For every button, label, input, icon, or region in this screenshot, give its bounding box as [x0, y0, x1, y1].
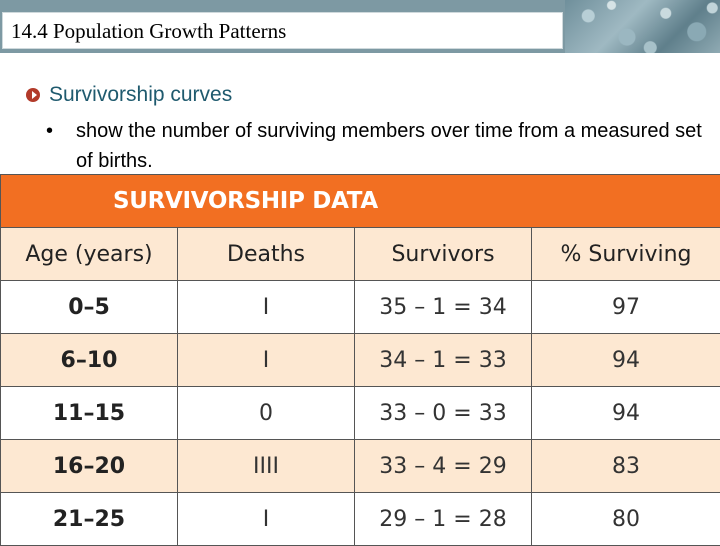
table-row: 16–20 IIII 33 – 4 = 29 83: [1, 440, 720, 493]
column-header-deaths: Deaths: [178, 228, 355, 281]
table-header-row: Age (years) Deaths Survivors % Surviving: [1, 228, 720, 281]
table-row: 11–15 0 33 – 0 = 33 94: [1, 387, 720, 440]
column-header-survivors: Survivors: [355, 228, 532, 281]
deaths-cell: I: [178, 334, 355, 387]
main-bullet: Survivorship curves: [26, 83, 232, 107]
survivors-cell: 35 – 1 = 34: [355, 281, 532, 334]
percent-cell: 97: [532, 281, 720, 334]
deaths-cell: I: [178, 493, 355, 546]
main-bullet-text: Survivorship curves: [49, 83, 232, 107]
column-header-percent: % Surviving: [532, 228, 720, 281]
survivors-cell: 33 – 4 = 29: [355, 440, 532, 493]
deaths-cell: 0: [178, 387, 355, 440]
percent-cell: 94: [532, 334, 720, 387]
percent-cell: 83: [532, 440, 720, 493]
percent-cell: 80: [532, 493, 720, 546]
table-row: 21–25 I 29 – 1 = 28 80: [1, 493, 720, 546]
age-cell: 21–25: [1, 493, 178, 546]
decorative-banner-image: [565, 0, 720, 53]
sub-bullet: • show the number of surviving members o…: [46, 116, 716, 176]
percent-cell: 94: [532, 387, 720, 440]
table-title: SURVIVORSHIP DATA: [1, 175, 720, 228]
column-header-age: Age (years): [1, 228, 178, 281]
page-title: 14.4 Population Growth Patterns: [11, 19, 286, 44]
age-cell: 16–20: [1, 440, 178, 493]
survivorship-table: SURVIVORSHIP DATA Age (years) Deaths Sur…: [0, 174, 720, 546]
survivors-cell: 33 – 0 = 33: [355, 387, 532, 440]
circle-arrow-bullet-icon: [26, 88, 40, 102]
deaths-cell: I: [178, 281, 355, 334]
age-cell: 6–10: [1, 334, 178, 387]
sub-bullet-text: show the number of surviving members ove…: [76, 116, 716, 176]
title-box: 14.4 Population Growth Patterns: [2, 12, 563, 49]
age-cell: 0–5: [1, 281, 178, 334]
bullet-dot: •: [46, 116, 76, 176]
table-row: 6–10 I 34 – 1 = 33 94: [1, 334, 720, 387]
table-row: 0–5 I 35 – 1 = 34 97: [1, 281, 720, 334]
survivors-cell: 34 – 1 = 33: [355, 334, 532, 387]
age-cell: 11–15: [1, 387, 178, 440]
deaths-cell: IIII: [178, 440, 355, 493]
survivors-cell: 29 – 1 = 28: [355, 493, 532, 546]
